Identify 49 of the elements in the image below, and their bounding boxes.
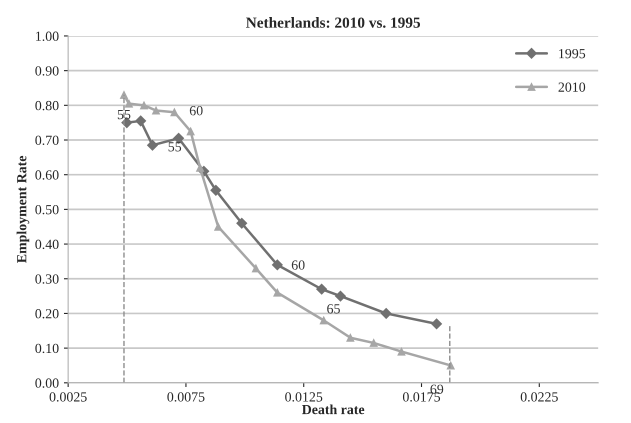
x-tick-label: 0.0025 xyxy=(50,392,87,402)
point xyxy=(186,127,195,136)
point xyxy=(431,318,442,330)
point xyxy=(380,308,392,319)
point xyxy=(397,348,406,356)
x-tick-label: 0.0075 xyxy=(167,392,204,402)
point xyxy=(210,184,222,196)
y-tick-label: 1.00 xyxy=(36,32,59,41)
point xyxy=(120,90,128,99)
point xyxy=(346,334,354,342)
y-tick-label: 0.60 xyxy=(35,170,59,180)
legend-label: 1995 xyxy=(559,48,586,58)
point xyxy=(335,290,346,302)
point xyxy=(196,164,204,172)
chart-title: Netherlands: 2010 vs. 1995 xyxy=(246,17,420,28)
y-tick-label: 0.40 xyxy=(35,240,59,250)
point xyxy=(252,264,260,272)
point xyxy=(320,316,328,324)
point xyxy=(152,106,160,115)
y-tick-label: 0.80 xyxy=(35,100,59,110)
y-tick-label: 0.30 xyxy=(35,274,59,284)
point xyxy=(273,288,282,297)
point xyxy=(124,100,133,108)
point xyxy=(170,108,178,116)
point xyxy=(236,218,248,229)
point xyxy=(214,222,222,231)
y-tick-label: 0.70 xyxy=(35,136,59,146)
annotation: 55 xyxy=(168,142,182,152)
y-axis-title: Employment Rate xyxy=(16,156,30,263)
y-tick-label: 0.50 xyxy=(35,204,59,214)
legend-label: 2010 xyxy=(558,82,586,92)
x-axis-title: Death rate xyxy=(302,404,364,414)
x-tick-label: 0.0225 xyxy=(520,392,558,402)
point xyxy=(272,259,283,270)
point xyxy=(316,284,328,295)
annotation: 65 xyxy=(327,304,340,314)
annotation: 60 xyxy=(190,106,203,116)
point xyxy=(147,140,158,151)
y-tick-label: 0.90 xyxy=(35,66,59,76)
point xyxy=(135,116,146,126)
annotation: 69 xyxy=(430,384,444,394)
point xyxy=(370,338,378,347)
point xyxy=(140,101,148,110)
x-tick-label: 0.0175 xyxy=(402,392,440,402)
y-tick-label: 0.10 xyxy=(35,344,59,354)
x-tick-label: 0.0125 xyxy=(285,392,322,402)
y-tick-label: 0.20 xyxy=(35,309,59,318)
y-tick-label: 0.00 xyxy=(35,378,59,388)
annotation: 60 xyxy=(292,260,305,270)
